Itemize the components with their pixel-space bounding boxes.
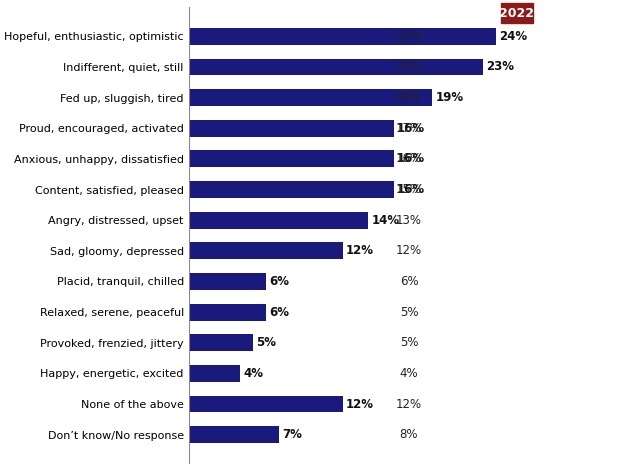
Bar bbox=[189, 273, 266, 290]
Text: 16%: 16% bbox=[397, 183, 425, 196]
Text: 19%: 19% bbox=[436, 91, 464, 104]
Text: 6%: 6% bbox=[269, 275, 289, 288]
Bar bbox=[189, 242, 343, 259]
Text: 18%: 18% bbox=[396, 91, 422, 104]
Bar bbox=[501, 3, 533, 23]
Text: 14%: 14% bbox=[371, 214, 399, 227]
Text: 17%: 17% bbox=[396, 122, 422, 135]
Bar bbox=[189, 212, 368, 228]
Text: 6%: 6% bbox=[269, 306, 289, 319]
Text: 4%: 4% bbox=[399, 367, 418, 380]
Text: 8%: 8% bbox=[400, 428, 418, 441]
Bar bbox=[189, 395, 343, 412]
Text: 5%: 5% bbox=[400, 306, 418, 319]
Bar bbox=[189, 181, 394, 198]
Text: 4%: 4% bbox=[243, 367, 264, 380]
Text: 22%: 22% bbox=[396, 30, 422, 43]
Bar bbox=[189, 120, 394, 137]
Text: 5%: 5% bbox=[256, 336, 276, 349]
Text: 6%: 6% bbox=[399, 275, 418, 288]
Text: 16%: 16% bbox=[397, 153, 425, 165]
Text: 7%: 7% bbox=[282, 428, 302, 441]
Text: 24%: 24% bbox=[499, 30, 527, 43]
Bar bbox=[189, 89, 432, 106]
Bar bbox=[189, 304, 266, 321]
Text: 23%: 23% bbox=[487, 60, 514, 73]
Text: 12%: 12% bbox=[346, 397, 374, 410]
Bar bbox=[189, 150, 394, 167]
Text: 2022: 2022 bbox=[499, 7, 534, 20]
Bar bbox=[189, 334, 253, 351]
Text: 13%: 13% bbox=[396, 214, 422, 227]
Bar bbox=[189, 58, 483, 75]
Text: 16%: 16% bbox=[397, 122, 425, 135]
Text: 12%: 12% bbox=[396, 397, 422, 410]
Text: 15%: 15% bbox=[396, 183, 422, 196]
Text: 5%: 5% bbox=[400, 336, 418, 349]
Text: 16%: 16% bbox=[396, 153, 422, 165]
Bar bbox=[189, 28, 496, 45]
Bar bbox=[189, 426, 279, 443]
Text: 12%: 12% bbox=[346, 244, 374, 257]
Bar bbox=[189, 365, 240, 382]
Text: 23%: 23% bbox=[396, 60, 422, 73]
Text: 12%: 12% bbox=[396, 244, 422, 257]
